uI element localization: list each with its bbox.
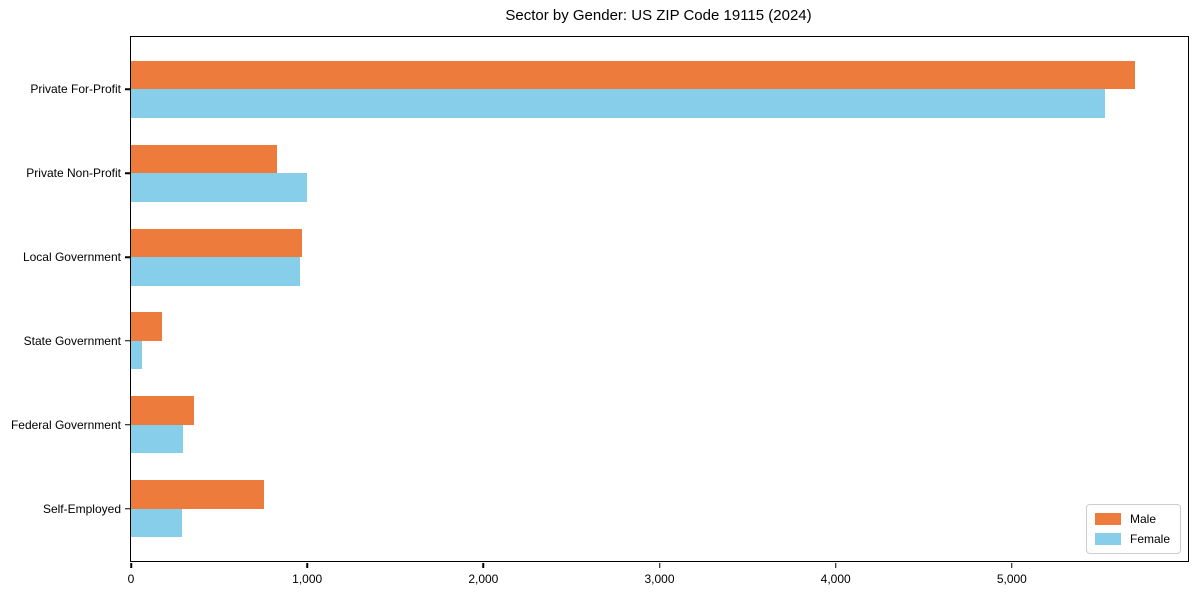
- xtick-mark-3000: [658, 562, 661, 568]
- bar-male-federal-government: [131, 396, 194, 425]
- ytick-label-self-employed: Self-Employed: [42, 501, 121, 516]
- ytick-label-federal-government: Federal Government: [10, 417, 121, 432]
- xtick-label-2000: 2,000: [468, 572, 499, 586]
- ytick-mark-private-non-profit: [124, 172, 130, 174]
- xtick-label-1000: 1,000: [292, 572, 323, 586]
- legend-swatch-female: [1094, 533, 1121, 545]
- ytick-mark-local-government: [124, 256, 130, 258]
- xtick-mark-1000: [306, 562, 308, 568]
- bar-male-private-non-profit: [131, 144, 278, 174]
- plot-area: Male Female Private For-Profit Private Non…: [11, 36, 1189, 586]
- xtick-label-5000: 5,000: [996, 572, 1027, 586]
- xtick-mark-2000: [482, 562, 485, 568]
- ytick-mark-private-for-profit: [124, 88, 130, 91]
- bar-female-self-employed: [131, 508, 183, 538]
- bar-male-state-government: [131, 312, 162, 341]
- ytick-mark-state-government: [124, 340, 130, 342]
- xtick-mark-5000: [1011, 562, 1013, 568]
- legend-entry-male: Male: [1094, 512, 1170, 526]
- bar-male-self-employed: [131, 480, 264, 509]
- bar-female-private-for-profit: [131, 89, 1106, 118]
- bar-male-private-for-profit: [131, 60, 1136, 90]
- legend-label-female: Female: [1129, 532, 1170, 546]
- ytick-label-state-government: State Government: [23, 333, 121, 348]
- ytick-label-local-government: Local Government: [22, 250, 121, 265]
- bar-female-federal-government: [131, 424, 183, 454]
- bar-female-local-government: [131, 257, 301, 286]
- legend-label-male: Male: [1129, 512, 1156, 526]
- bar-male-local-government: [131, 228, 302, 258]
- xtick-label-0: 0: [127, 572, 135, 586]
- xtick-mark-4000: [834, 562, 837, 568]
- xtick-label-4000: 4,000: [820, 572, 851, 586]
- bar-female-state-government: [131, 340, 142, 370]
- legend-entry-female: Female: [1094, 532, 1170, 546]
- bar-female-private-non-profit: [131, 173, 308, 202]
- legend-swatch-male: [1094, 513, 1121, 525]
- xtick-label-3000: 3,000: [644, 572, 675, 586]
- ytick-label-private-non-profit: Private Non-Profit: [26, 166, 121, 181]
- ytick-label-private-for-profit: Private For-Profit: [30, 82, 121, 97]
- legend: Male Female: [1085, 504, 1181, 554]
- ytick-mark-self-employed: [124, 507, 130, 510]
- ytick-mark-federal-government: [124, 424, 130, 426]
- xtick-mark-0: [130, 562, 132, 568]
- chart-title: Sector by Gender: US ZIP Code 19115 (202…: [505, 7, 812, 24]
